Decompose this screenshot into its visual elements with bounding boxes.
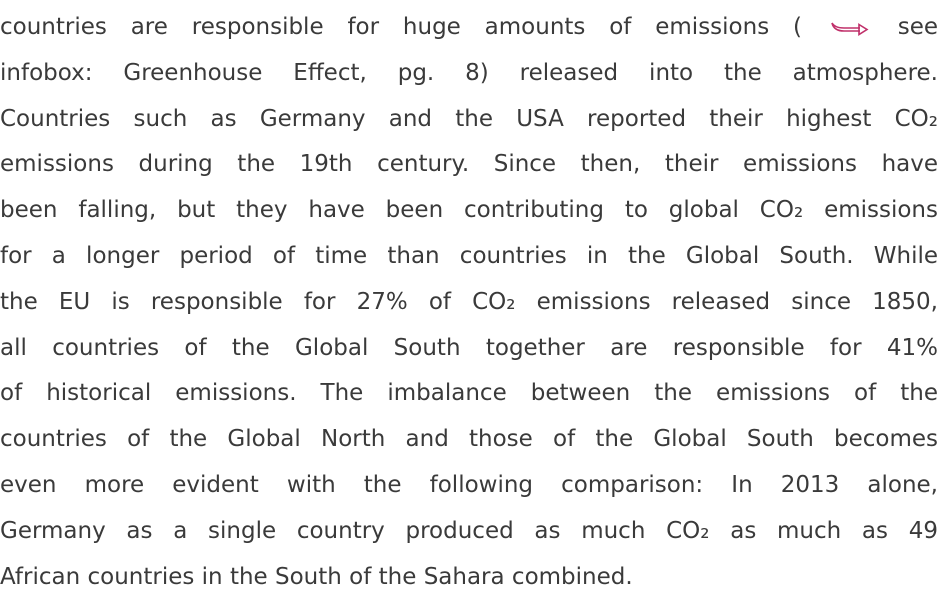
text-line: infobox: Greenhouse Effect, pg. 8) relea… bbox=[0, 59, 938, 86]
text-line: countries of the Global North and those … bbox=[0, 426, 938, 453]
text: see bbox=[897, 14, 938, 40]
text-line: even more evident with the following com… bbox=[0, 471, 938, 498]
text-line: Countries such as Germany and the USA re… bbox=[0, 105, 938, 132]
text-line: emissions during the 19th century. Since… bbox=[0, 151, 938, 178]
text-line: been falling, but they have been contrib… bbox=[0, 197, 938, 224]
text: countries are responsible for huge amoun… bbox=[0, 14, 803, 40]
arrow-icon bbox=[831, 22, 869, 36]
text-line: Germany as a single country produced as … bbox=[0, 517, 938, 544]
text-line: countries are responsible for huge amoun… bbox=[0, 5, 938, 51]
text-line: of historical emissions. The imbalance b… bbox=[0, 380, 938, 407]
text-line: the EU is responsible for 27% of CO₂ emi… bbox=[0, 288, 938, 315]
paragraph: countries are responsible for huge amoun… bbox=[0, 5, 938, 600]
text-line: all countries of the Global South togeth… bbox=[0, 334, 938, 361]
text-line: for a longer period of time than countri… bbox=[0, 242, 938, 269]
text-line: African countries in the South of the Sa… bbox=[0, 563, 633, 590]
